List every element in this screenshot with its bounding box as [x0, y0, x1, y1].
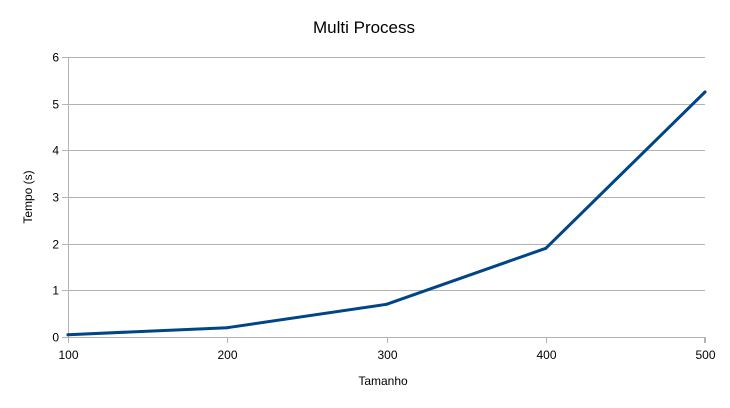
data-point: [703, 90, 707, 94]
y-tick-label: 2: [52, 238, 59, 252]
chart-title: Multi Process: [313, 18, 415, 37]
x-tick-label: 200: [217, 348, 237, 362]
y-tick-label: 1: [52, 284, 59, 298]
y-axis-label: Tempo (s): [21, 170, 35, 223]
series-line-0: [66, 90, 707, 337]
y-tick-label: 4: [52, 144, 59, 158]
y-tick-label: 0: [52, 331, 59, 345]
data-point: [385, 302, 388, 306]
axes: [62, 57, 706, 343]
x-tick-label: 500: [695, 348, 715, 362]
x-tick-label: 100: [58, 348, 78, 362]
y-tick-label: 3: [52, 191, 59, 205]
x-axis-label: Tamanho: [358, 374, 408, 388]
y-tick-labels: 0 1 2 3 4 5 6: [52, 51, 59, 345]
data-point: [544, 246, 548, 250]
y-tick-label: 6: [52, 51, 59, 65]
x-tick-label: 300: [377, 348, 397, 362]
x-tick-labels: 100 200 300 400 500: [58, 348, 715, 362]
series-lines: [66, 90, 707, 337]
x-tick-label: 400: [536, 348, 556, 362]
data-point: [66, 333, 70, 337]
grid-lines: [68, 57, 705, 338]
data-point: [225, 326, 229, 330]
y-tick-label: 5: [52, 98, 59, 112]
